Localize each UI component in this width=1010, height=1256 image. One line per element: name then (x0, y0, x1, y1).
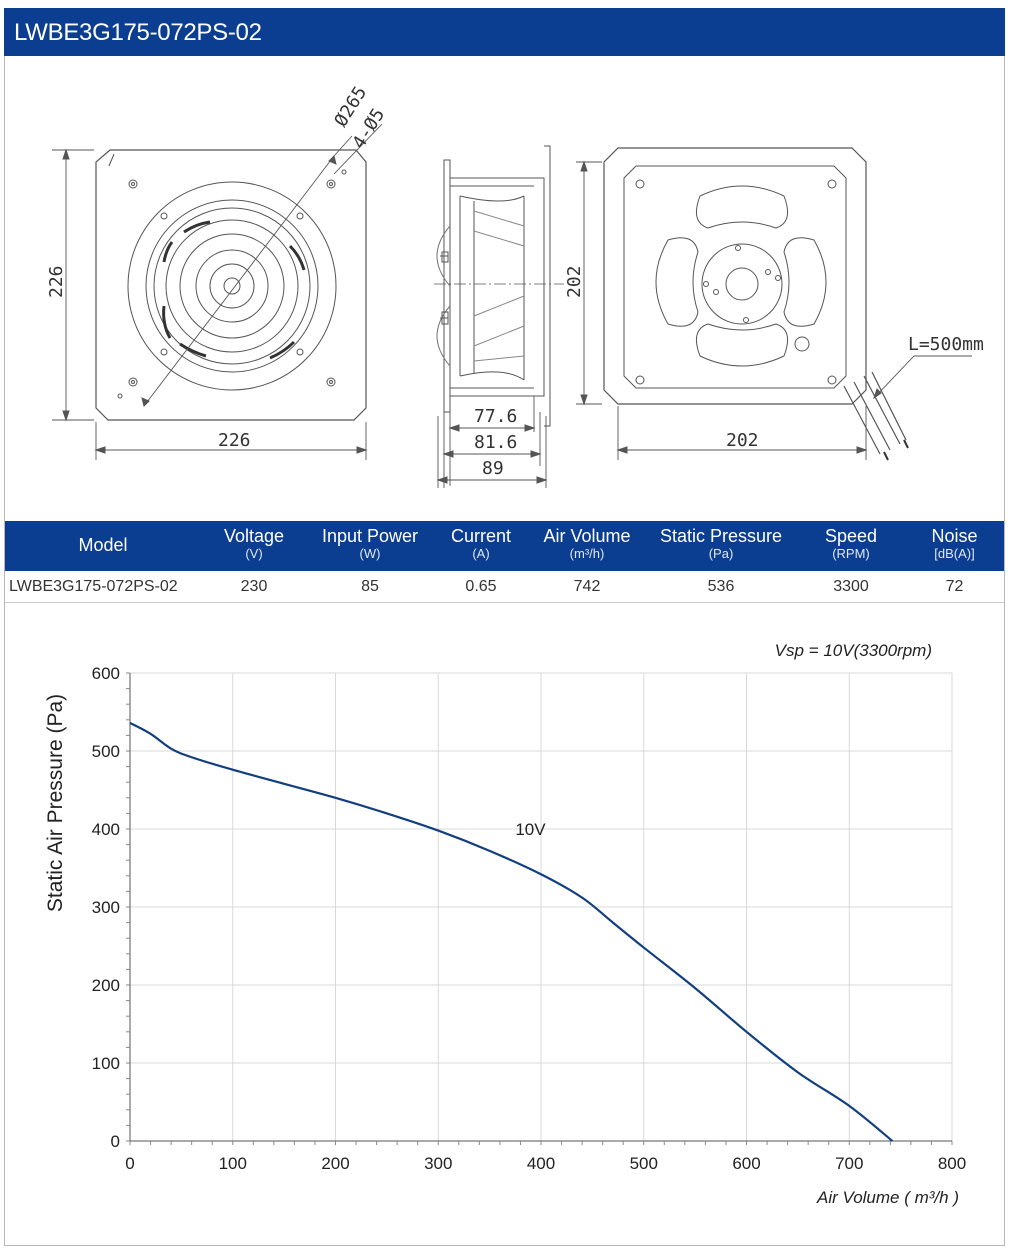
cell-air-volume: 742 (573, 578, 601, 595)
side-dim-3: 89 (482, 458, 504, 479)
technical-drawing: Ø265 4-Ø5 226 226 77.6 81.6 89 202 202 L… (46, 83, 984, 488)
header-air-volume: Air Volume (m³/h) (543, 526, 631, 561)
series-line-10V (129, 721, 894, 1142)
x-tick-label: 700 (835, 1154, 863, 1173)
y-tick-label: 100 (92, 1054, 120, 1073)
spec-table-header: Model Voltage (V) Input Power (W) Current(… (5, 521, 1004, 571)
front-width-label: 226 (218, 430, 251, 451)
x-tick-label: 300 (424, 1154, 452, 1173)
series-label: 10V (515, 820, 546, 839)
front-view (52, 123, 383, 460)
y-tick-label: 400 (92, 820, 120, 839)
rear-height-label: 202 (564, 265, 585, 298)
cell-static-pressure: 536 (707, 578, 735, 595)
side-view (434, 145, 564, 488)
table-row: LWBE3G175-072PS-02 230 85 0.65 742 536 3… (5, 571, 1004, 603)
x-tick-labels: 0 100 200 300 400 500 600 700 800 (125, 1154, 966, 1173)
x-tick-label: 100 (219, 1154, 247, 1173)
chart-grid (129, 672, 953, 1142)
y-tick-label: 0 (111, 1132, 120, 1151)
header-input-power: Input Power (W) (321, 526, 419, 561)
header-noise: Noise [dB(A)] (931, 526, 978, 561)
y-tick-label: 500 (92, 742, 120, 761)
side-dim-1: 77.6 (474, 406, 517, 427)
y-tick-labels: 0 100 200 300 400 500 600 (92, 664, 120, 1151)
cell-voltage: 230 (240, 578, 268, 595)
x-tick-label: 200 (321, 1154, 349, 1173)
x-tick-label: 800 (938, 1154, 966, 1173)
x-axis-label: Air Volume ( m³/h ) (816, 1188, 959, 1207)
x-tick-label: 600 (732, 1154, 760, 1173)
chart-series: 10V (129, 721, 894, 1142)
x-tick-label: 0 (125, 1154, 134, 1173)
cell-current: 0.65 (465, 578, 497, 595)
rear-view (576, 147, 972, 461)
header-static-pressure: Static Pressure (Pa) (659, 526, 783, 561)
title-bar: LWBE3G175-072PS-02 (4, 8, 1005, 56)
header-speed: Speed (RPM) (824, 526, 878, 561)
cell-speed: 3300 (833, 578, 869, 595)
y-axis-label: Static Air Pressure (Pa) (44, 694, 67, 912)
header-voltage: Voltage (V) (223, 526, 285, 561)
chart-minor-ticks (126, 672, 953, 1145)
y-tick-label: 600 (92, 664, 120, 683)
y-tick-label: 200 (92, 976, 120, 995)
x-tick-label: 500 (630, 1154, 658, 1173)
chart-annotation: Vsp = 10V(3300rpm) (775, 641, 932, 660)
side-dim-2: 81.6 (474, 432, 517, 453)
performance-chart: 0 100 200 300 400 500 600 700 800 0 100 200 300 400 5… (44, 641, 966, 1207)
cell-noise: 72 (945, 578, 964, 595)
page-title: LWBE3G175-072PS-02 (14, 19, 262, 46)
cell-model: LWBE3G175-072PS-02 (9, 578, 178, 595)
header-model: Model (78, 535, 128, 555)
y-tick-label: 300 (92, 898, 120, 917)
front-height-label: 226 (46, 265, 67, 298)
cell-input-power: 85 (361, 578, 379, 595)
cable-length-label: L=500mm (908, 334, 984, 355)
x-tick-label: 400 (527, 1154, 555, 1173)
header-current: Current (A) (450, 526, 512, 561)
rear-width-label: 202 (726, 430, 759, 451)
